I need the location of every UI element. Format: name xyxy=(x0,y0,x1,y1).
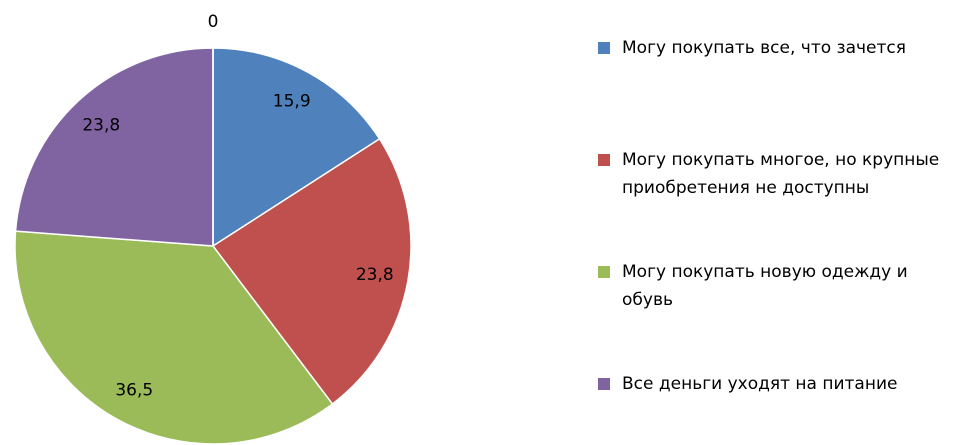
legend-item: Могу покупать все, что зачется xyxy=(598,34,943,62)
data-label: 36,5 xyxy=(115,380,153,400)
pie-slice xyxy=(212,47,381,248)
data-label: 23,8 xyxy=(356,265,394,285)
legend-swatch xyxy=(598,154,610,166)
legend-label: Могу покупать новую одежду и обувь xyxy=(622,262,908,310)
legend-label: Могу покупать многое, но крупные приобре… xyxy=(622,150,940,198)
legend-swatch xyxy=(598,266,610,278)
legend-label: Могу покупать все, что зачется xyxy=(622,38,906,58)
legend-item: Могу покупать многое, но крупные приобре… xyxy=(598,146,943,202)
legend-label: Все деньги уходят на питание xyxy=(622,374,898,394)
legend-swatch xyxy=(598,42,610,54)
legend-swatch xyxy=(598,378,610,390)
pie-slice xyxy=(14,230,334,445)
legend-item: Могу покупать новую одежду и обувь xyxy=(598,258,943,314)
legend-item: Все деньги уходят на питание xyxy=(598,370,943,398)
data-label: 0 xyxy=(208,12,219,32)
pie-slice xyxy=(14,47,214,247)
data-label: 23,8 xyxy=(82,115,120,135)
pie-slice xyxy=(211,137,412,406)
data-label: 15,9 xyxy=(273,92,311,112)
